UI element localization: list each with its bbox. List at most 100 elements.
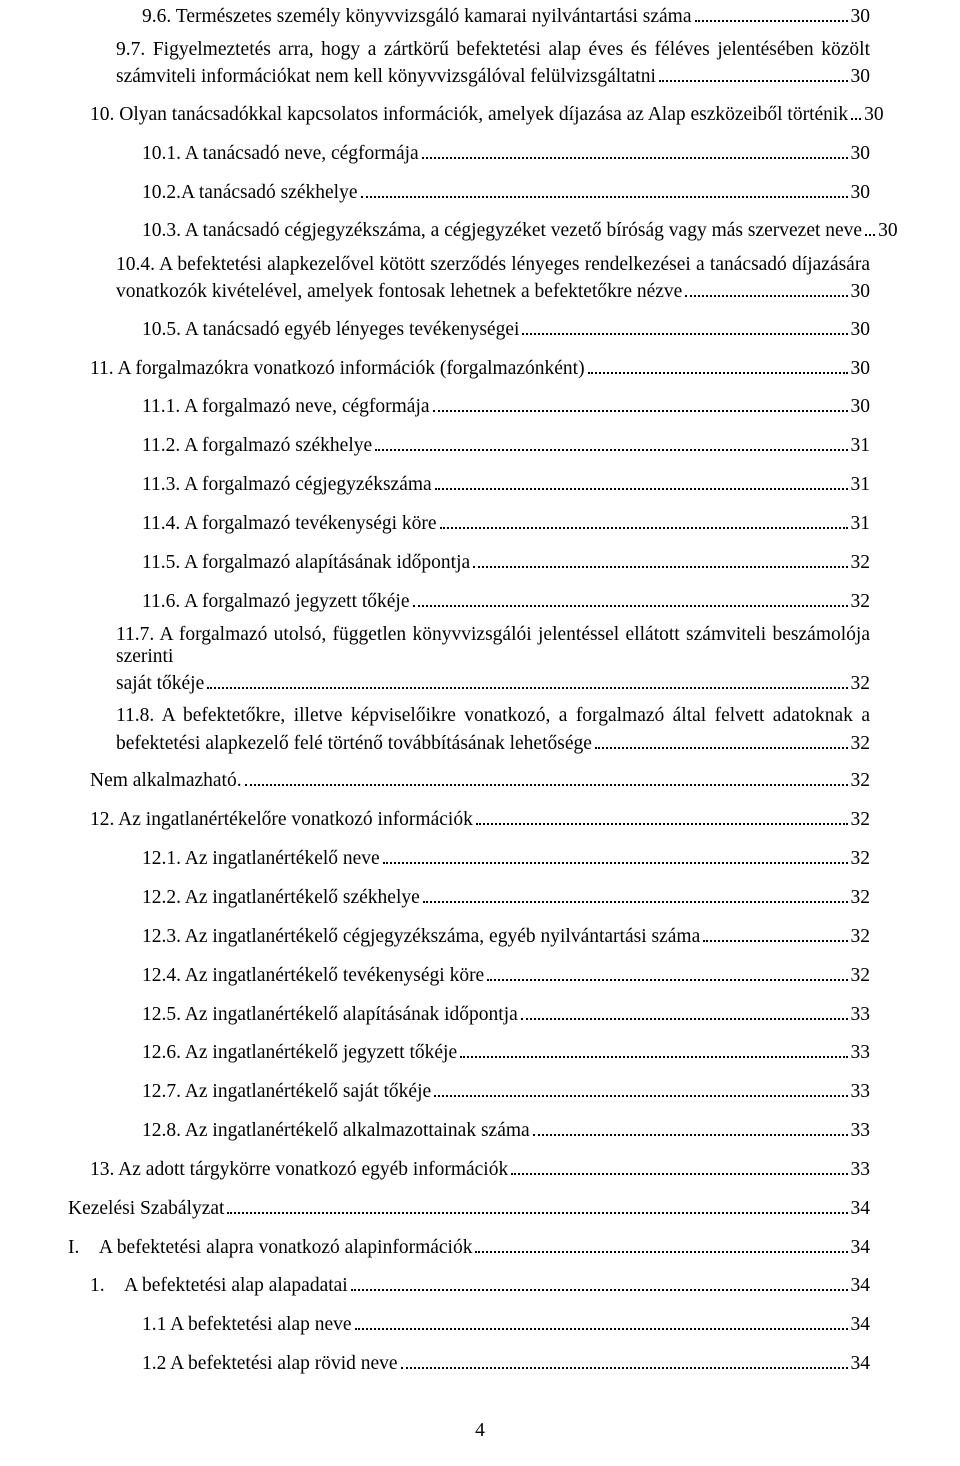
- toc-leader-dots: [695, 0, 848, 22]
- toc-entry-text: 11.1. A forgalmazó neve, cégformája: [142, 394, 430, 419]
- page-number-footer: 4: [0, 1420, 960, 1442]
- toc-entry-text: 12.3. Az ingatlanértékelő cégjegyzékszám…: [142, 924, 700, 949]
- toc-entry-text: 11.2. A forgalmazó székhelye: [142, 433, 372, 458]
- toc-entry-text: 11.4. A forgalmazó tevékenységi köre: [142, 511, 437, 536]
- toc-leader-dots: [355, 1309, 848, 1331]
- toc-leader-dots: [245, 765, 848, 787]
- toc-entry: I. A befektetési alapra vonatkozó alapin…: [68, 1231, 870, 1260]
- toc-entry-text: 11.7. A forgalmazó utolsó, független kön…: [116, 624, 870, 668]
- toc-entry: 11.4. A forgalmazó tevékenységi köre31: [116, 507, 870, 536]
- toc-entry-page: 30: [851, 66, 871, 88]
- toc-leader-dots: [473, 546, 847, 568]
- toc-leader-dots: [865, 215, 875, 237]
- toc-entry-page: 34: [851, 1273, 871, 1298]
- toc-entry: 11.5. A forgalmazó alapításának időpontj…: [116, 546, 870, 575]
- toc-entry-text: 9.7. Figyelmeztetés arra, hogy a zártkör…: [116, 39, 870, 61]
- toc-leader-dots: [413, 585, 848, 607]
- toc-leader-dots: [383, 843, 848, 865]
- toc-entry-text: 1.2 A befektetési alap rövid neve: [142, 1351, 398, 1376]
- toc-entry-page: 34: [851, 1235, 871, 1260]
- toc-leader-dots: [435, 469, 848, 491]
- toc-entry-page: 33: [851, 1157, 871, 1182]
- toc-leader-dots: [533, 1115, 848, 1137]
- toc-entry-text: 10. Olyan tanácsadókkal kapcsolatos info…: [90, 102, 848, 127]
- toc-entry-page: 32: [851, 550, 871, 575]
- toc-leader-dots: [440, 507, 848, 529]
- toc-entry: 12.3. Az ingatlanértékelő cégjegyzékszám…: [116, 920, 870, 949]
- toc-entry-page: 32: [851, 963, 871, 988]
- toc-entry-lastline: befektetési alapkezelő felé történő tová…: [116, 727, 870, 755]
- toc-entry: 12.6. Az ingatlanértékelő jegyzett tőkéj…: [116, 1037, 870, 1066]
- toc-entry: 11.3. A forgalmazó cégjegyzékszáma 31: [116, 469, 870, 498]
- toc-leader-dots: [521, 998, 848, 1020]
- toc-entry-page: 30: [878, 218, 898, 243]
- toc-entry: 11. A forgalmazókra vonatkozó információ…: [90, 352, 870, 381]
- toc-entry: 1.1 A befektetési alap neve 34: [116, 1309, 870, 1338]
- document-page: 9.6. Természetes személy könyvvizsgáló k…: [0, 0, 960, 1466]
- toc-entry: 12. Az ingatlanértékelőre vonatkozó info…: [90, 804, 870, 833]
- toc-entry-lastline: számviteli információkat nem kell könyvv…: [116, 61, 870, 89]
- toc-entry: 1. A befektetési alap alapadatai 34: [90, 1270, 870, 1299]
- toc-entry-page: 33: [851, 1040, 871, 1065]
- toc-entry-text: I. A befektetési alapra vonatkozó alapin…: [68, 1235, 472, 1260]
- toc-entry-text: Nem alkalmazható.: [90, 768, 242, 793]
- toc-leader-dots: [588, 352, 848, 374]
- toc-entry-text: 12. Az ingatlanértékelőre vonatkozó info…: [90, 807, 473, 832]
- toc-entry-text: Kezelési Szabályzat: [68, 1196, 224, 1221]
- toc-entry: 12.1. Az ingatlanértékelő neve32: [116, 843, 870, 872]
- toc-entry-text: 11.5. A forgalmazó alapításának időpontj…: [142, 550, 470, 575]
- toc-entry-text: 9.6. Természetes személy könyvvizsgáló k…: [142, 4, 692, 29]
- toc-leader-dots: [522, 313, 847, 335]
- toc-leader-dots: [595, 727, 848, 749]
- toc-entry-text: 1. A befektetési alap alapadatai: [90, 1273, 348, 1298]
- toc-entry-page: 33: [851, 1002, 871, 1027]
- toc-entry-text: 10.5. A tanácsadó egyéb lényeges tevéken…: [142, 317, 519, 342]
- toc-entry: 11.6. A forgalmazó jegyzett tőkéje32: [116, 585, 870, 614]
- toc-entry-page: 30: [851, 180, 871, 205]
- toc-entry: Nem alkalmazható.32: [90, 765, 870, 794]
- toc-entry-lastline: saját tőkéje 32: [116, 668, 870, 696]
- toc-entry: 12.8. Az ingatlanértékelő alkalmazottain…: [116, 1115, 870, 1144]
- toc-leader-dots: [401, 1348, 848, 1370]
- toc-entry-page: 30: [851, 281, 871, 303]
- toc-entry: Kezelési Szabályzat34: [68, 1192, 870, 1221]
- toc-entry: 13. Az adott tárgykörre vonatkozó egyéb …: [90, 1153, 870, 1182]
- toc-leader-dots: [475, 1231, 847, 1253]
- toc-entry: 11.2. A forgalmazó székhelye 31: [116, 430, 870, 459]
- toc-entry-text: saját tőkéje: [116, 673, 204, 695]
- toc-entry: 12.4. Az ingatlanértékelő tevékenységi k…: [116, 959, 870, 988]
- toc-leader-dots: [460, 1037, 847, 1059]
- toc-entry: 10.2.A tanácsadó székhelye30: [116, 176, 870, 205]
- toc-entry: 12.2. Az ingatlanértékelő székhelye32: [116, 882, 870, 911]
- toc-entry-page: 34: [851, 1312, 871, 1337]
- toc-entry-text: 12.5. Az ingatlanértékelő alapításának i…: [142, 1002, 518, 1027]
- toc-entry-page: 33: [851, 1118, 871, 1143]
- toc-entry-page: 32: [851, 846, 871, 871]
- toc-entry: 12.5. Az ingatlanértékelő alapításának i…: [116, 998, 870, 1027]
- toc-entry: 10.1. A tanácsadó neve, cégformája30: [116, 137, 870, 166]
- toc-entry-page: 30: [851, 394, 871, 419]
- toc-entry-page: 30: [864, 102, 884, 127]
- toc-entry-text: 1.1 A befektetési alap neve: [142, 1312, 352, 1337]
- toc-entry-page: 32: [851, 673, 871, 695]
- toc-entry: 10. Olyan tanácsadókkal kapcsolatos info…: [90, 98, 870, 127]
- toc-entry-text: 12.7. Az ingatlanértékelő saját tőkéje: [142, 1079, 431, 1104]
- toc-entry-text: 11.8. A befektetőkre, illetve képviselői…: [116, 705, 870, 727]
- toc-entry-text: 13. Az adott tárgykörre vonatkozó egyéb …: [90, 1157, 508, 1182]
- page-number: 4: [475, 1420, 485, 1441]
- toc-entry-text: 12.8. Az ingatlanértékelő alkalmazottain…: [142, 1118, 530, 1143]
- toc-entry-page: 31: [851, 433, 871, 458]
- toc-leader-dots: [227, 1192, 847, 1214]
- toc-entry: 12.7. Az ingatlanértékelő saját tőkéje 33: [116, 1076, 870, 1105]
- toc-entry-text: 11.3. A forgalmazó cégjegyzékszáma: [142, 472, 432, 497]
- toc-entry-page: 31: [851, 472, 871, 497]
- toc-entry-text: számviteli információkat nem kell könyvv…: [116, 66, 656, 88]
- toc-entry-text: befektetési alapkezelő felé történő tová…: [116, 733, 592, 755]
- toc-entry-page: 32: [851, 807, 871, 832]
- toc-leader-dots: [659, 61, 848, 83]
- toc-leader-dots: [476, 804, 848, 826]
- toc-leader-dots: [422, 137, 848, 159]
- toc-entry-page: 30: [851, 141, 871, 166]
- toc-entry: 10.5. A tanácsadó egyéb lényeges tevéken…: [116, 313, 870, 342]
- toc-entry-page: 33: [851, 1079, 871, 1104]
